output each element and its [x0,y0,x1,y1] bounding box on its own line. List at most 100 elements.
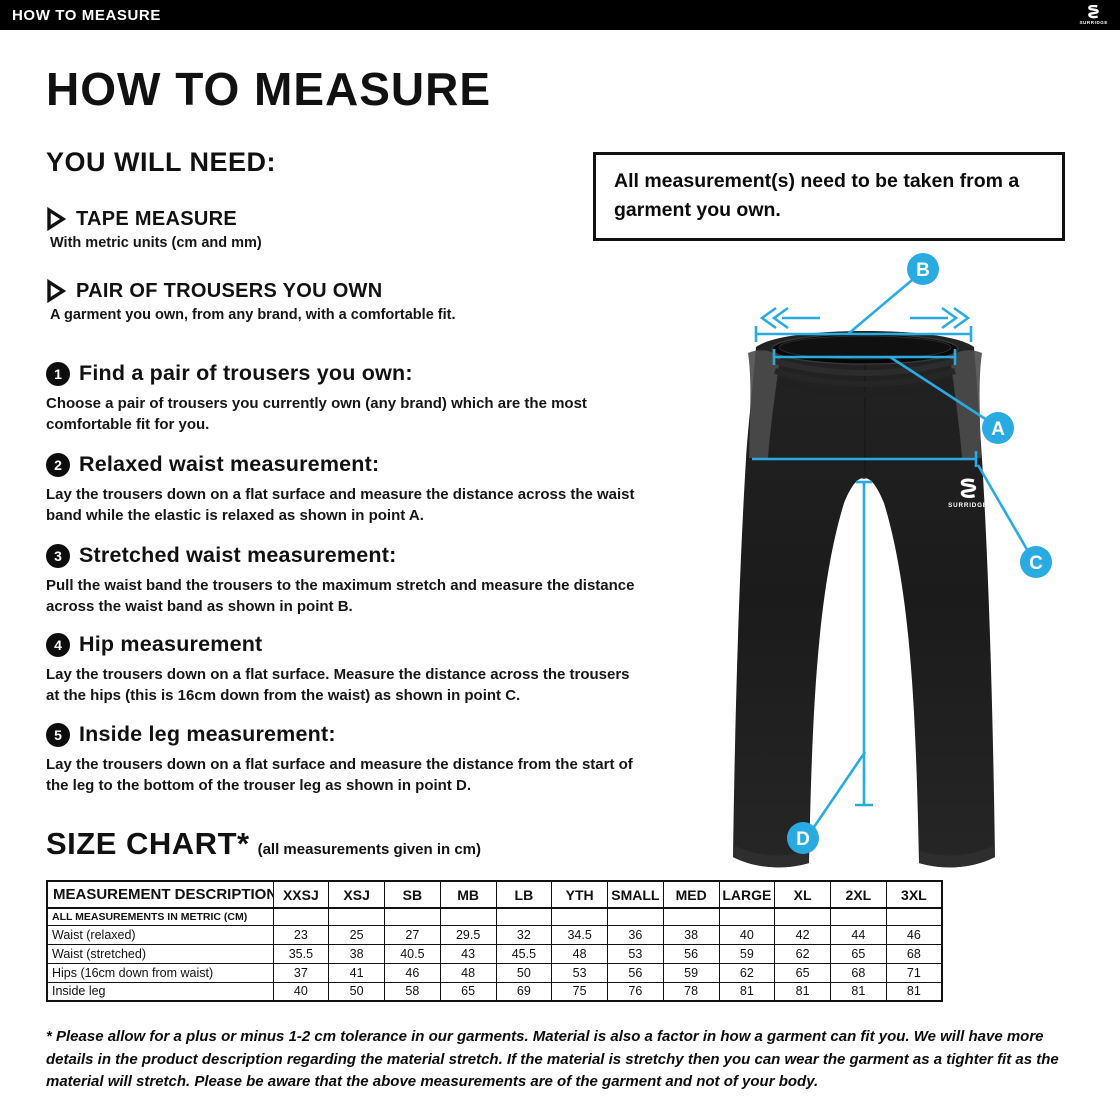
size-chart-empty-cell [662,907,720,926]
size-chart-row-label: Waist (relaxed) [46,924,274,945]
size-chart-value-cell: 44 [830,924,887,945]
size-chart-value-cell: 25 [328,924,385,945]
size-chart-value-cell: 37 [272,962,330,983]
point-b-label: B [916,260,930,281]
size-chart-value-cell: 68 [885,943,943,964]
size-chart-value-cell: 34.5 [551,924,608,945]
surridge-logo: SURRIDGE [1079,4,1108,26]
top-bar: HOW TO MEASURE SURRIDGE [0,0,1120,30]
step-2: 2 Relaxed waist measurement: Lay the tro… [46,452,650,527]
step-title: Stretched waist measurement: [79,543,397,567]
size-chart-value-cell: 50 [328,981,385,1002]
step-body: Choose a pair of trousers you currently … [46,395,587,434]
garment-logo: SURRIDGE [948,478,988,509]
size-chart-unit-label: ALL MEASUREMENTS IN METRIC (CM) [46,907,274,926]
size-chart-value-cell: 42 [774,924,831,945]
size-chart-value-cell: 53 [551,962,608,983]
need-item-title: PAIR OF TROUSERS YOU OWN [76,279,383,302]
step-number-badge: 3 [46,543,70,568]
size-chart-column-header: SB [384,880,441,909]
size-chart-value-cell: 56 [662,943,720,964]
size-chart-value-cell: 81 [718,981,776,1002]
point-d-badge [787,822,819,854]
size-chart-empty-cell [774,907,831,926]
point-a-badge [982,412,1014,444]
size-chart-column-header: 3XL [885,880,943,909]
size-chart-value-cell: 46 [885,924,943,945]
measurement-point-badges: B A C D [787,253,1052,854]
trousers-measurement-diagram: SURRIDGE B [690,245,1090,885]
step-3: 3 Stretched waist measurement: Pull the … [46,543,650,618]
step-title: Inside leg measurement: [79,722,336,746]
size-chart-row: Waist (stretched) 35.5 38 40.5 43 45.5 48 53 56 5… [46,943,943,964]
size-chart-column-header: MED [662,880,720,909]
size-chart-row: Inside leg 40 50 58 65 69 75 76 78 81 81 81 81 [46,981,943,1002]
size-chart-value-cell: 43 [439,943,497,964]
step-body: Pull the waist band the trousers to the … [46,577,635,616]
step-title: Relaxed waist measurement: [79,452,380,476]
step-number-badge: 1 [46,361,70,386]
size-chart-column-header: XSJ [328,880,385,909]
size-chart-column-header: 2XL [830,880,887,909]
size-chart-heading-row: SIZE CHART* (all measurements given in c… [46,826,481,862]
size-chart-value-cell: 38 [662,924,720,945]
size-chart-row-label: Hips (16cm down from waist) [46,962,274,983]
size-chart-row-label: Inside leg [46,981,274,1002]
size-chart-value-cell: 56 [607,962,664,983]
you-will-need-heading: YOU WILL NEED: [46,147,277,177]
triangle-bullet-icon [46,279,66,303]
triangle-bullet-icon [46,207,66,231]
size-chart-value-cell: 76 [607,981,664,1002]
size-chart-value-cell: 27 [384,924,441,945]
size-chart-column-header: XXSJ [272,880,330,909]
size-chart-value-cell: 65 [439,981,497,1002]
trousers-image: SURRIDGE [733,331,995,868]
tolerance-footnote: * Please allow for a plus or minus 1-2 c… [46,1028,1059,1090]
size-chart-value-cell: 65 [830,943,887,964]
size-chart-value-cell: 35.5 [272,943,330,964]
size-chart-value-cell: 81 [774,981,831,1002]
size-chart-value-cell: 59 [718,943,776,964]
size-chart-value-cell: 81 [830,981,887,1002]
size-chart-value-cell: 36 [607,924,664,945]
step-4: 4 Hip measurement Lay the trousers down … [46,632,650,707]
top-bar-title: HOW TO MEASURE [12,6,161,24]
need-item-desc: A garment you own, from any brand, with … [50,307,456,323]
size-chart-value-cell: 23 [272,924,330,945]
size-chart-value-cell: 40 [718,924,776,945]
size-chart-empty-cell [551,907,608,926]
size-chart-empty-cell [830,907,887,926]
svg-text:SURRIDGE: SURRIDGE [948,502,988,509]
step-5: 5 Inside leg measurement: Lay the trouse… [46,722,650,797]
size-chart-empty-cell [439,907,497,926]
trousers-figure-svg: SURRIDGE B [733,253,1052,868]
size-chart-value-cell: 71 [885,962,943,983]
size-chart-row: Hips (16cm down from waist) 37 41 46 48 50 53 5… [46,962,943,983]
measurement-lines [752,274,1031,828]
size-chart-column-header: MB [439,880,497,909]
point-d-label: D [796,829,810,850]
size-chart-value-cell: 81 [885,981,943,1002]
measurement-note-text: All measurement(s) need to be taken from… [614,170,1020,222]
step-body: Lay the trousers down on a flat surface … [46,486,635,525]
size-chart-value-cell: 62 [718,962,776,983]
size-chart-empty-cell [718,907,776,926]
size-chart-value-cell: 75 [551,981,608,1002]
size-chart-column-header: SMALL [607,880,664,909]
need-item-desc: With metric units (cm and mm) [50,235,262,251]
size-chart-value-cell: 40 [272,981,330,1002]
size-chart-value-cell: 59 [662,962,720,983]
size-chart-value-cell: 32 [495,924,553,945]
size-chart-column-header: YTH [551,880,608,909]
surridge-s-icon [1088,4,1100,19]
surridge-wordmark: SURRIDGE [1079,19,1108,25]
size-chart-value-cell: 40.5 [384,943,441,964]
size-chart-column-header: XL [774,880,831,909]
size-chart-value-cell: 46 [384,962,441,983]
size-chart-header-row: MEASUREMENT DESCRIPTION XXSJ XSJ SB MB LB YTH S… [46,880,943,909]
size-chart-value-cell: 50 [495,962,553,983]
size-chart-value-cell: 48 [551,943,608,964]
size-chart-row-label: Waist (stretched) [46,943,274,964]
size-chart-value-cell: 78 [662,981,720,1002]
size-chart-empty-cell [885,907,943,926]
